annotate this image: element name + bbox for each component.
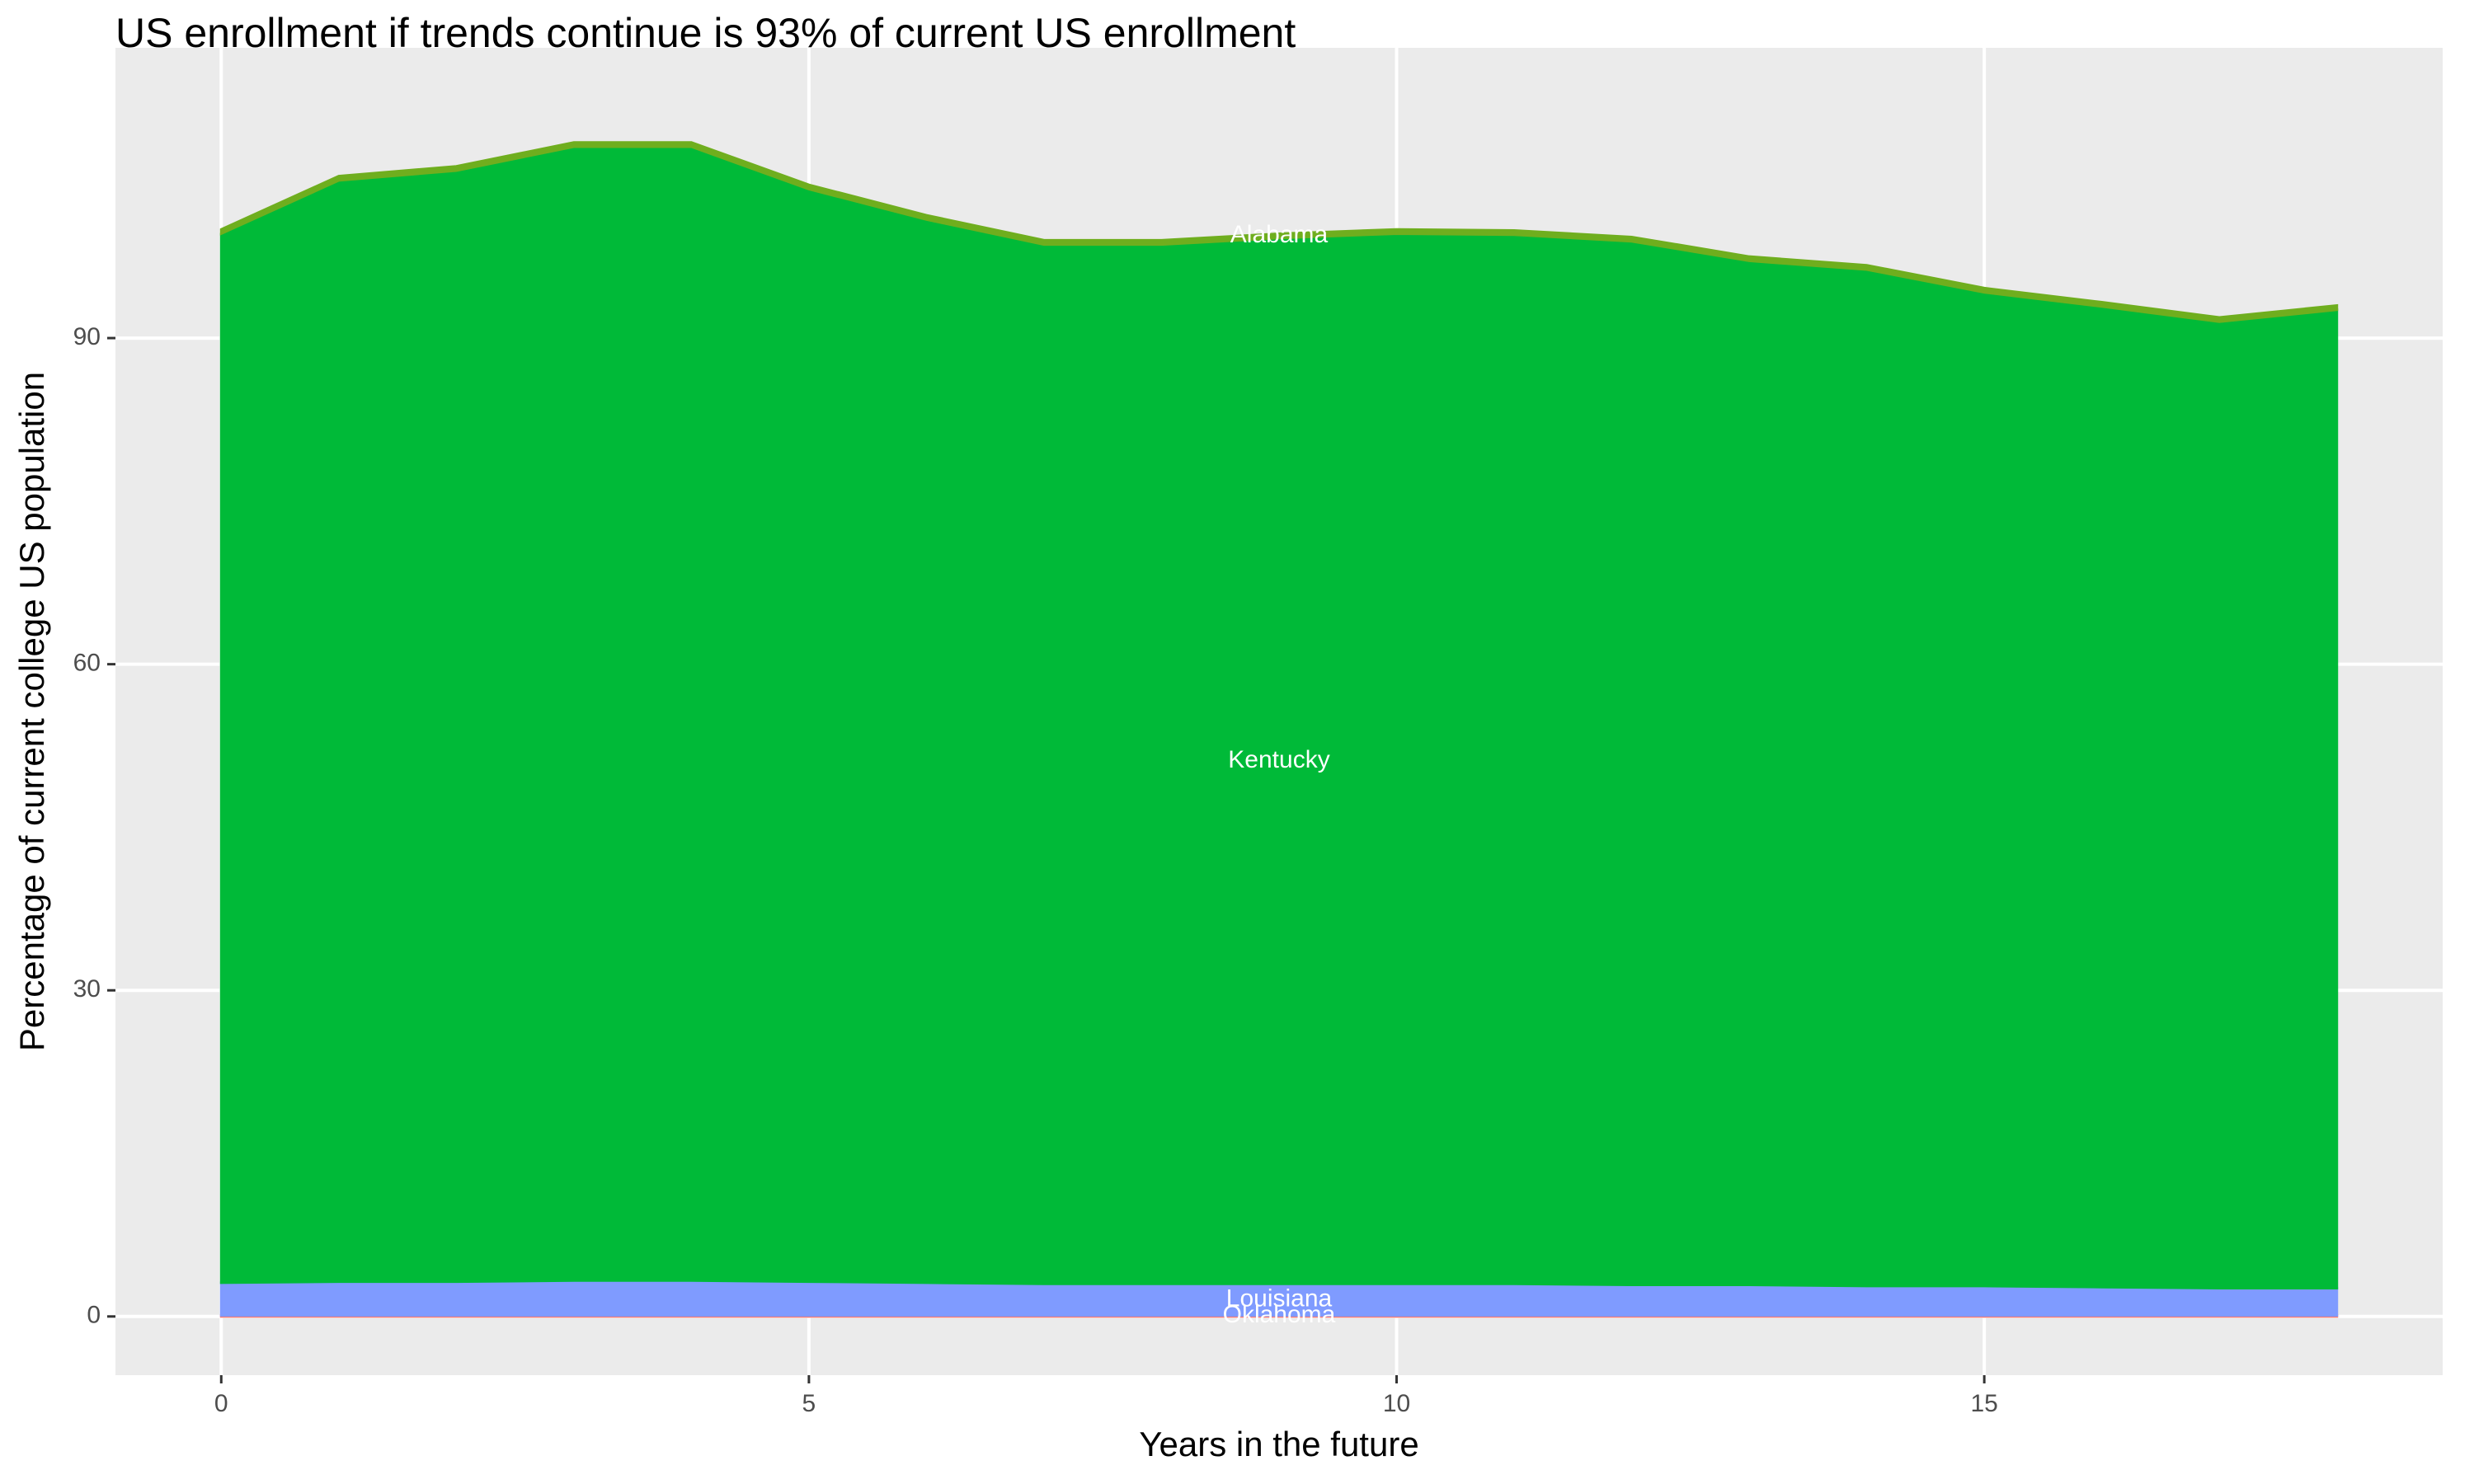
x-tick-label: 10 [1383,1390,1410,1417]
area [219,145,2339,1290]
area [219,141,2339,323]
area-label: Alabama [1230,221,1329,248]
y-tick-label: 60 [73,650,101,677]
area-label: Louisiana [1226,1284,1333,1312]
y-tick-label: 90 [73,323,101,350]
y-axis-label: Percentage of current college US populat… [12,372,51,1051]
x-tick-label: 15 [1970,1390,1997,1417]
x-tick-label: 0 [214,1390,228,1417]
chart-title: US enrollment if trends continue is 93% … [115,10,1296,56]
area-label: Kentucky [1228,746,1329,773]
y-tick-label: 0 [87,1302,101,1329]
x-axis-label: Years in the future [1139,1425,1418,1463]
x-tick-label: 5 [802,1390,816,1417]
area-label: Oklahoma [1223,1301,1336,1328]
y-tick-label: 30 [73,975,101,1003]
